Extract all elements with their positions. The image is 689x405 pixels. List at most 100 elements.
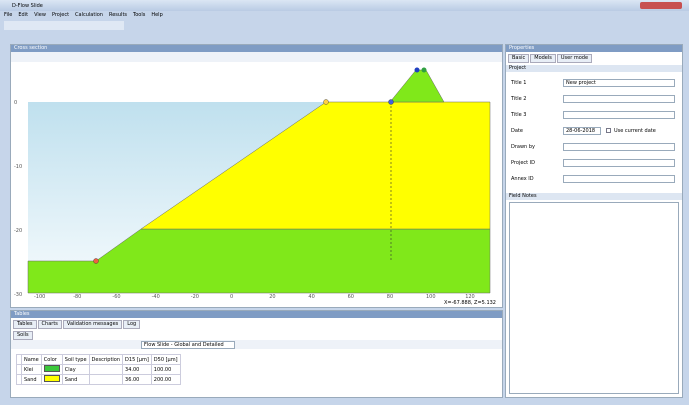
soil-table: Name Color Soil type Description D15 [µm] D50… (16, 354, 181, 385)
notes-box[interactable] (509, 202, 679, 394)
tabs: Basic Models User mode (506, 52, 682, 65)
properties-panel: Properties Basic Models User mode Project … (505, 44, 683, 398)
row-header (16, 374, 22, 385)
cell: 36.00 (122, 374, 152, 385)
cell: Klei (21, 364, 42, 375)
field-label: Date (511, 128, 523, 134)
field-label: Project ID (511, 160, 536, 166)
cell: Sand (21, 374, 42, 385)
field-label: Title 3 (511, 112, 527, 118)
color-cell (40, 364, 63, 375)
cell: 200.00 (150, 374, 181, 385)
x-tick-label: 80 (387, 294, 393, 300)
tab[interactable]: Soils (13, 331, 33, 340)
tab[interactable]: Charts (37, 320, 62, 329)
color-swatch (43, 365, 60, 372)
cross-section-panel: Cross section -100 -80 -60 -40 -20 0 20 40 60 80 1… (10, 44, 503, 308)
text-input[interactable] (563, 175, 675, 183)
cell: Sand (61, 374, 90, 385)
fields: Title 1 New project Title 2 Title 3 Date 28-0… (506, 71, 682, 191)
sand-layer (140, 101, 491, 230)
panel-title: Tables (11, 311, 502, 318)
group-title: Project (506, 65, 682, 72)
y-tick-label: -20 (14, 228, 22, 234)
text-input[interactable] (563, 111, 675, 119)
x-tick-label: 0 (230, 294, 233, 300)
column-header: Soil type (61, 354, 90, 365)
title-bar: D-Flow Slide (0, 0, 689, 11)
toolbar (4, 21, 124, 30)
dropdown[interactable]: Flow Slide - Global and Detailed (141, 341, 235, 349)
tab[interactable]: Validation messages (62, 320, 123, 329)
x-tick-label: -20 (191, 294, 199, 300)
tab[interactable]: Log (123, 320, 141, 329)
panel-title: Cross section (11, 45, 502, 52)
tab[interactable]: Tables (13, 320, 37, 329)
x-tick-label: 60 (348, 294, 354, 300)
x-tick-label: -100 (34, 294, 45, 300)
point[interactable] (421, 67, 427, 73)
field-label: Title 2 (511, 96, 527, 102)
field-label: Annex ID (511, 176, 534, 182)
point[interactable] (414, 67, 420, 73)
drawing-toolbar (11, 52, 502, 62)
x-tick-label: 20 (269, 294, 275, 300)
tab[interactable]: Models (530, 54, 556, 63)
coordinates: X=-67.888, Z=5.132 (443, 300, 496, 306)
point[interactable] (93, 258, 99, 264)
y-tick-label: 0 (14, 100, 17, 106)
column-header: D50 [µm] (150, 354, 181, 365)
point[interactable] (388, 99, 394, 105)
point[interactable] (323, 99, 329, 105)
cell: 100.00 (150, 364, 181, 375)
column-header: Name (21, 354, 42, 365)
y-tick-label: -10 (14, 164, 22, 170)
text-input[interactable] (563, 143, 675, 151)
cell: 34.00 (122, 364, 152, 375)
text-input[interactable] (563, 95, 675, 103)
cell (88, 374, 124, 385)
checkbox-label: Use current date (614, 128, 656, 134)
x-tick-label: 120 (465, 294, 475, 300)
text-input[interactable] (563, 159, 675, 167)
menu-item[interactable]: Edit (18, 12, 29, 18)
cell (88, 364, 124, 375)
cross-section-drawing: -100 -80 -60 -40 -20 0 20 40 60 80 100 120 0 -10 -20 -3… (14, 67, 491, 300)
cell: Clay (61, 364, 90, 375)
text-input[interactable]: New project (563, 79, 675, 87)
y-tick-label: -30 (14, 292, 22, 298)
menu-item[interactable]: Tools (133, 12, 146, 18)
menu-item[interactable]: View (34, 12, 46, 18)
panel-title: Properties (506, 45, 682, 52)
group-title: Field Notes (506, 193, 682, 200)
x-tick-label: 40 (308, 294, 314, 300)
x-tick-label: -60 (112, 294, 120, 300)
menu-item[interactable]: Project (51, 12, 70, 18)
dike (389, 69, 445, 103)
x-tick-label: -80 (73, 294, 81, 300)
menu-bar: File Edit View Project Calculation Results Too… (4, 12, 163, 20)
menu-item[interactable]: Calculation (75, 12, 103, 18)
checkbox[interactable] (606, 128, 611, 133)
table-row[interactable]: Klei Clay 34.00 100.00 (16, 364, 181, 375)
table-toolbar: Flow Slide - Global and Detailed (11, 340, 502, 349)
window-controls[interactable] (640, 2, 682, 9)
field-label: Drawn by (511, 144, 535, 150)
x-tick-label: 100 (426, 294, 436, 300)
menu-item[interactable]: File (4, 12, 13, 18)
text-input[interactable]: 28-06-2018 (563, 127, 601, 135)
color-cell (40, 374, 63, 385)
tab[interactable]: Basic (508, 54, 530, 63)
field-label: Title 1 (511, 80, 527, 86)
menu-item[interactable]: Results (108, 12, 128, 18)
tab[interactable]: User mode (556, 54, 593, 63)
column-header: Color (40, 354, 63, 365)
table-row[interactable]: Sand Sand 36.00 200.00 (16, 374, 181, 385)
column-header: Description (88, 354, 124, 365)
header-row: Name Color Soil type Description D15 [µm] D50… (16, 354, 181, 365)
window-title: D-Flow Slide (12, 3, 43, 9)
x-tick-label: -40 (152, 294, 160, 300)
tabs: Tables Charts Validation messages Log (11, 318, 502, 331)
menu-item[interactable]: Help (151, 12, 163, 18)
tables-panel: Tables Tables Charts Validation messages Lo… (10, 310, 503, 398)
